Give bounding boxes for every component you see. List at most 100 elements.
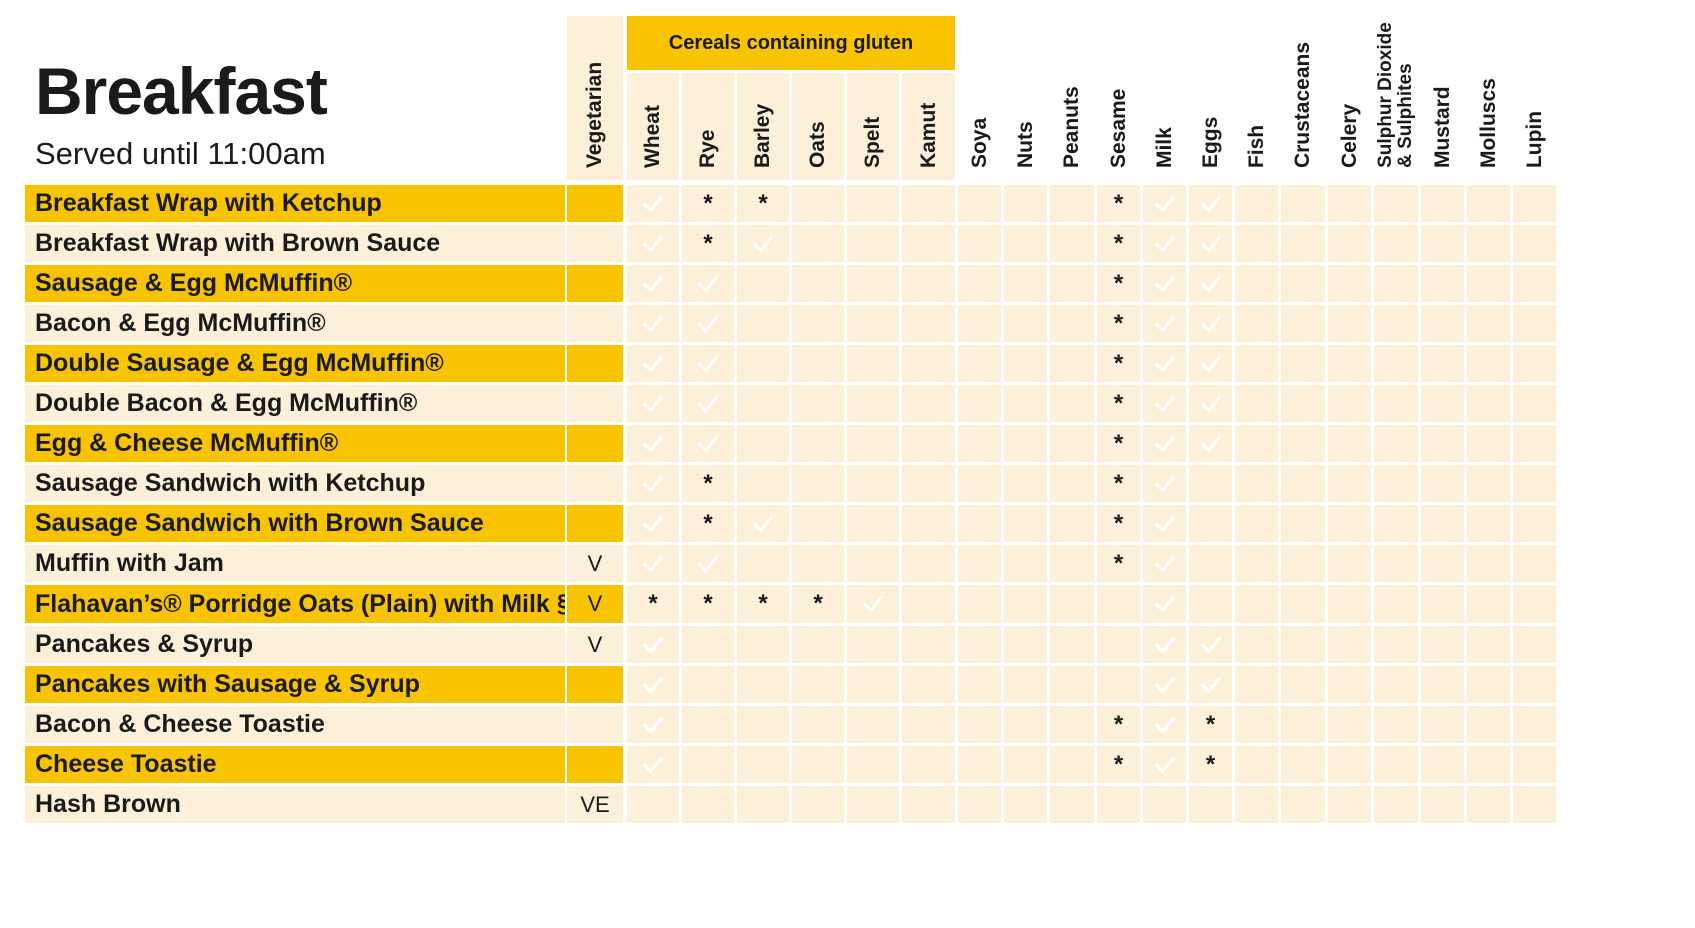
allergen-empty-cell <box>1374 746 1418 783</box>
allergen-empty-cell <box>737 345 789 382</box>
vegetarian-cell <box>567 505 623 542</box>
allergen-empty-cell <box>1421 225 1464 262</box>
allergen-empty-cell <box>958 626 1001 663</box>
allergen-empty-cell <box>1328 425 1371 462</box>
allergen-empty-cell <box>1281 345 1325 382</box>
allergen-empty-cell <box>1374 385 1418 422</box>
allergen-empty-cell <box>792 746 844 783</box>
allergen-empty-cell <box>1467 385 1510 422</box>
column-header-mustard: Mustard <box>1421 16 1464 180</box>
column-header-milk: Milk <box>1143 16 1186 180</box>
allergen-empty-cell <box>1004 185 1047 222</box>
allergen-check-icon <box>627 385 679 422</box>
allergen-empty-cell <box>1467 746 1510 783</box>
allergen-may-contain-mark: * <box>1097 305 1140 342</box>
allergen-empty-cell <box>737 385 789 422</box>
allergen-empty-cell <box>902 465 955 502</box>
column-header-celery: Celery <box>1328 16 1371 180</box>
product-name: Sausage Sandwich with Brown Sauce <box>25 505 565 542</box>
allergen-may-contain-mark: * <box>1189 746 1232 783</box>
allergen-empty-cell <box>1513 585 1556 623</box>
allergen-empty-cell <box>902 746 955 783</box>
allergen-empty-cell <box>1004 425 1047 462</box>
vegetarian-cell <box>567 666 623 703</box>
column-label-crustaceans: Crustaceans <box>1290 41 1314 168</box>
allergen-empty-cell <box>1467 305 1510 342</box>
column-label-wheat: Wheat <box>640 105 664 168</box>
allergen-check-icon <box>1189 425 1232 462</box>
allergen-check-icon <box>627 345 679 382</box>
allergen-check-icon <box>1143 545 1186 582</box>
allergen-empty-cell <box>1281 585 1325 623</box>
allergen-empty-cell <box>902 786 955 823</box>
allergen-empty-cell <box>1235 465 1278 502</box>
allergen-empty-cell <box>958 465 1001 502</box>
column-label-celery: Celery <box>1337 103 1361 168</box>
allergen-empty-cell <box>1421 746 1464 783</box>
column-header-wheat: Wheat <box>627 73 679 180</box>
allergen-empty-cell <box>1050 265 1094 302</box>
allergen-empty-cell <box>1050 465 1094 502</box>
column-label-oats: Oats <box>805 121 829 168</box>
allergen-empty-cell <box>1235 545 1278 582</box>
allergen-empty-cell <box>1513 706 1556 743</box>
allergen-empty-cell <box>958 786 1001 823</box>
vegetarian-cell <box>567 345 623 382</box>
column-header-sesame: Sesame <box>1097 16 1140 180</box>
allergen-check-icon <box>682 545 734 582</box>
allergen-empty-cell <box>1235 305 1278 342</box>
column-header-nuts: Nuts <box>1004 16 1047 180</box>
allergen-may-contain-mark: * <box>1097 185 1140 222</box>
allergen-empty-cell <box>902 706 955 743</box>
allergen-empty-cell <box>1235 626 1278 663</box>
allergen-check-icon <box>627 746 679 783</box>
allergen-check-icon <box>627 265 679 302</box>
allergen-empty-cell <box>792 425 844 462</box>
allergen-empty-cell <box>1374 706 1418 743</box>
allergen-empty-cell <box>1421 545 1464 582</box>
allergen-empty-cell <box>847 425 899 462</box>
allergen-empty-cell <box>792 265 844 302</box>
allergen-empty-cell <box>1513 545 1556 582</box>
allergen-empty-cell <box>1281 265 1325 302</box>
allergen-may-contain-mark: * <box>1097 225 1140 262</box>
allergen-check-icon <box>1143 505 1186 542</box>
allergen-empty-cell <box>1467 425 1510 462</box>
allergen-may-contain-mark: * <box>1097 746 1140 783</box>
allergen-empty-cell <box>1189 465 1232 502</box>
product-name: Hash Brown <box>25 786 565 823</box>
allergen-empty-cell <box>1050 425 1094 462</box>
column-label-eggs: Eggs <box>1198 116 1222 168</box>
allergen-empty-cell <box>847 545 899 582</box>
allergen-empty-cell <box>792 465 844 502</box>
allergen-empty-cell <box>1281 385 1325 422</box>
allergen-may-contain-mark: * <box>682 505 734 542</box>
allergen-check-icon <box>1143 706 1186 743</box>
allergen-empty-cell <box>1467 786 1510 823</box>
allergen-empty-cell <box>792 786 844 823</box>
vegetarian-cell <box>567 746 623 783</box>
vegetarian-cell: VE <box>567 786 623 823</box>
allergen-may-contain-mark: * <box>1097 465 1140 502</box>
allergen-empty-cell <box>1421 185 1464 222</box>
column-label-lupin: Lupin <box>1522 110 1546 168</box>
allergen-empty-cell <box>1421 465 1464 502</box>
allergen-empty-cell <box>1281 545 1325 582</box>
allergen-empty-cell <box>1328 465 1371 502</box>
allergen-empty-cell <box>847 505 899 542</box>
product-name: Pancakes with Sausage & Syrup <box>25 666 565 703</box>
column-header-eggs: Eggs <box>1189 16 1232 180</box>
allergen-check-icon <box>1189 385 1232 422</box>
allergen-empty-cell <box>1235 345 1278 382</box>
allergen-empty-cell <box>1467 185 1510 222</box>
allergen-empty-cell <box>1328 746 1371 783</box>
allergen-empty-cell <box>902 225 955 262</box>
allergen-empty-cell <box>1374 425 1418 462</box>
allergen-empty-cell <box>1513 465 1556 502</box>
column-label-milk: Milk <box>1152 127 1176 168</box>
allergen-check-icon <box>627 706 679 743</box>
allergen-empty-cell <box>737 666 789 703</box>
allergen-empty-cell <box>1374 225 1418 262</box>
allergen-empty-cell <box>1513 225 1556 262</box>
column-header-oats: Oats <box>792 73 844 180</box>
